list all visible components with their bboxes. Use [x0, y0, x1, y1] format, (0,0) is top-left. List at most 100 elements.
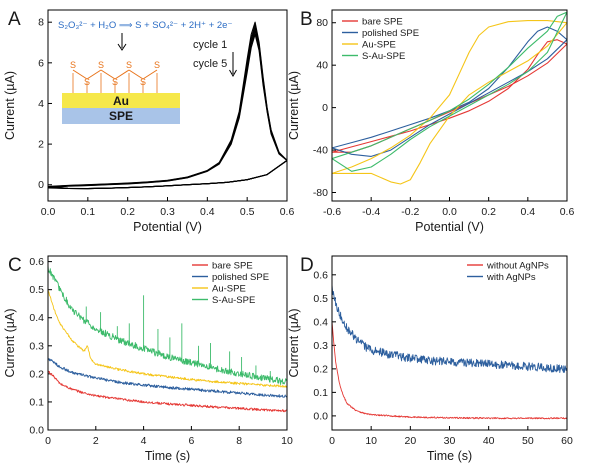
x-axis-label: Time (s) [427, 449, 472, 463]
series-polished-spe [48, 357, 287, 398]
y-tick-label: 6 [38, 57, 44, 69]
plot-area [48, 21, 287, 190]
y-tick-label: 0.0 [29, 425, 44, 437]
panel-b: B -0.6 -0.4 -0.2 0.0 0.2 0.4 0.6 -80 -40 0 40 80 Pote… [287, 9, 574, 234]
x-tick-label: 0.1 [81, 206, 96, 218]
y-axis-label: Current (µA) [287, 308, 301, 377]
x-tick-label: 0.0 [442, 206, 457, 218]
plot-frame [47, 9, 288, 202]
sulfur-atom: S [126, 60, 132, 70]
series-s-au-spe [48, 265, 287, 385]
sulfur-bond [114, 69, 130, 80]
arrow-head-icon [117, 43, 127, 51]
x-tick-label: 0.6 [280, 206, 295, 218]
legend-item: S-Au-SPE [362, 51, 405, 62]
reaction-equation: S₂O₃²⁻ + H₂O ⟹ S + SO₄²⁻ + 2H⁺ + 2e⁻ [58, 20, 232, 31]
x-tick-label: 10 [365, 435, 377, 447]
x-tick-label: 20 [404, 435, 416, 447]
legend-item: S-Au-SPE [212, 295, 255, 306]
y-tick-label: 0.0 [313, 410, 328, 422]
x-tick-label: 0.0 [41, 206, 56, 218]
y-axis-label: Current (µA) [3, 308, 17, 377]
plot-frame [331, 9, 568, 202]
sulfur-bond [72, 69, 88, 80]
spe-label: SPE [109, 109, 133, 123]
plot-frame [47, 255, 288, 431]
x-tick-label: 30 [444, 435, 456, 447]
panel-c: C 0 2 4 6 8 10 0.0 0.1 0.2 0.3 0.4 0.5 0.6 Time (s) Cur… [3, 255, 293, 463]
panel-a: A 0.0 0.1 0.2 0.3 0.4 0.5 0.6 0 2 4 6 8 Potential (V)… [3, 9, 294, 234]
x-tick-label: -0.6 [323, 206, 341, 218]
y-tick-label: -40 [313, 145, 328, 157]
x-axis-label: Potential (V) [133, 220, 202, 234]
cycle-arrow-head-icon [229, 69, 237, 77]
x-tick-label: 0.6 [560, 206, 575, 218]
y-tick-label: 4 [38, 98, 44, 110]
panel-letter: D [300, 255, 314, 276]
legend-item: without AgNPs [486, 261, 549, 272]
x-tick-label: 8 [236, 435, 242, 447]
panel-letter: C [8, 255, 22, 276]
gold-label: Au [113, 94, 129, 108]
sulfur-bond [100, 69, 116, 80]
legend-item: Au-SPE [212, 284, 246, 295]
panel-a-inset: S₂O₃²⁻ + H₂O ⟹ S + SO₄²⁻ + 2H⁺ + 2e⁻ S S S S… [58, 20, 237, 124]
y-tick-label: 0.1 [313, 387, 328, 399]
y-tick-label: 2 [38, 139, 44, 151]
x-tick-label: -0.4 [362, 206, 380, 218]
gold-layer [62, 93, 180, 108]
x-tick-label: 6 [188, 435, 194, 447]
y-tick-label: 0.4 [313, 316, 328, 328]
x-tick-label: 4 [141, 435, 147, 447]
y-tick-label: 0.6 [313, 269, 328, 281]
y-tick-label: 0.3 [29, 340, 44, 352]
x-axis-label: Time (s) [145, 449, 190, 463]
panel-letter: A [8, 9, 21, 30]
panel-d: D 0 10 20 30 40 50 60 0.0 0.1 0.2 0.3 0.4 0.5 0.6 Time … [287, 255, 573, 463]
x-tick-label: 0 [45, 435, 51, 447]
sulfur-atom: S [154, 60, 160, 70]
y-tick-label: 0.5 [29, 284, 44, 296]
sulfur-bond [86, 69, 102, 80]
legend-item: with AgNPs [486, 272, 536, 283]
legend-item: bare SPE [362, 17, 403, 28]
y-tick-label: 80 [316, 17, 328, 29]
x-tick-label: 0.4 [521, 206, 536, 218]
series-with-agnps [332, 284, 567, 374]
y-tick-label: -80 [313, 187, 328, 199]
series-s-au-spe [332, 11, 567, 172]
x-tick-label: 10 [281, 435, 293, 447]
x-tick-label: -0.2 [401, 206, 419, 218]
cycle-first-label: cycle 1 [193, 39, 227, 51]
x-tick-label: 50 [522, 435, 534, 447]
spe-layer [62, 108, 180, 124]
y-tick-label: 0.4 [29, 312, 44, 324]
y-tick-label: 0.5 [313, 293, 328, 305]
series-cycle-5 [48, 33, 287, 190]
x-tick-label: 0.4 [200, 206, 215, 218]
y-axis-label: Current (µA) [3, 71, 17, 140]
x-tick-label: 0.2 [481, 206, 496, 218]
x-tick-label: 2 [93, 435, 99, 447]
sulfur-bond [128, 69, 144, 80]
legend-item: polished SPE [362, 28, 419, 39]
x-tick-label: 0.3 [160, 206, 175, 218]
series-au-spe [48, 288, 287, 388]
x-tick-label: 60 [561, 435, 573, 447]
panel-letter: B [300, 9, 313, 30]
plot-area [332, 11, 567, 185]
x-tick-label: 0.5 [240, 206, 255, 218]
sulfur-bond [142, 69, 158, 80]
plot-frame [331, 255, 568, 431]
y-tick-label: 0.6 [29, 256, 44, 268]
series-bare-spe [48, 370, 287, 413]
series-au-spe [332, 20, 567, 185]
y-axis-label: Current (µA) [287, 71, 301, 140]
x-axis-label: Potential (V) [415, 220, 484, 234]
y-tick-label: 0.2 [29, 368, 44, 380]
y-tick-label: 0.1 [29, 396, 44, 408]
